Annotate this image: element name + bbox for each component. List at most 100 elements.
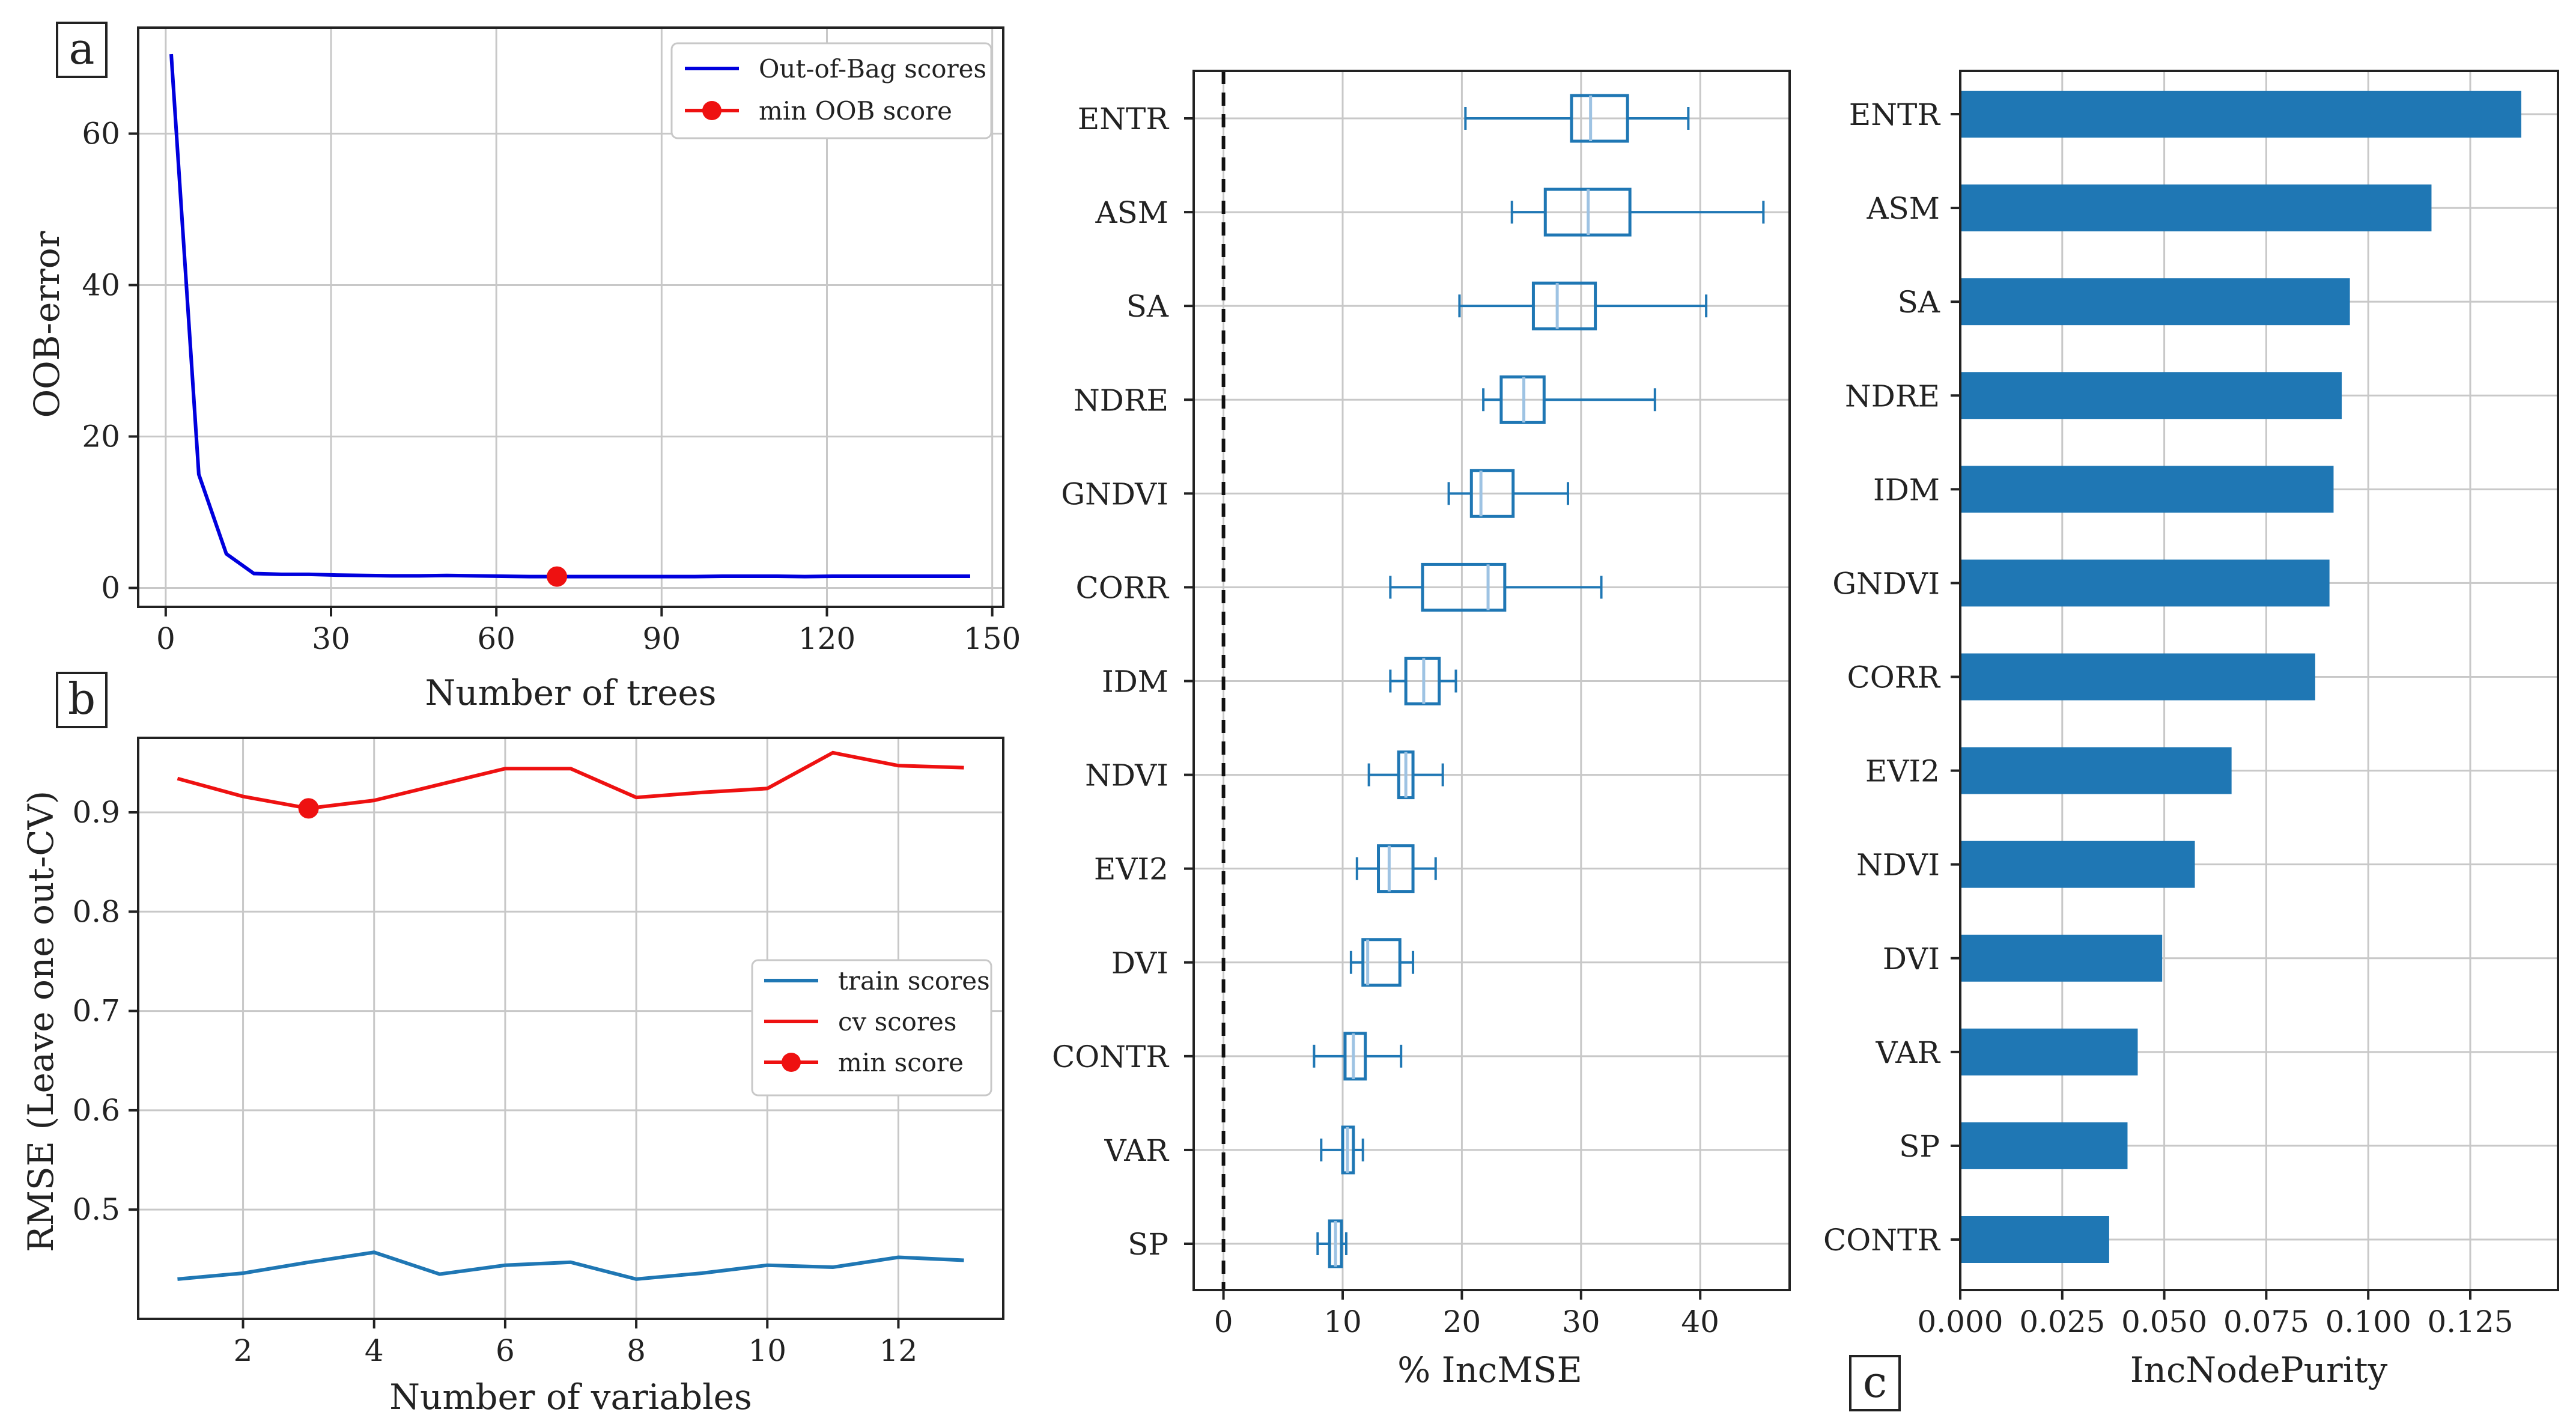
- incmse-box: [1469, 469, 1515, 518]
- panel-b-xtick-label: 10: [748, 1333, 786, 1368]
- panel-c-category-label: GNDVI: [1832, 566, 1940, 601]
- incnodepurity-bar: [1960, 653, 2315, 701]
- panel-a-legend: [670, 42, 992, 139]
- panel-b-frame: [137, 737, 1004, 1320]
- incmse-category-label: GNDVI: [1061, 476, 1168, 511]
- panel-b-ytick-label: 0.7: [72, 994, 120, 1029]
- panel-c-xtick-label: 0.025: [2019, 1304, 2105, 1339]
- panel-a-xtick-label: 0: [156, 621, 175, 656]
- panel-a-frame: [137, 26, 1004, 608]
- panel-b-xtick-label: 2: [234, 1333, 253, 1368]
- incnodepurity-bar: [1960, 184, 2432, 232]
- panel-b-ytick-label: 0.5: [72, 1192, 120, 1227]
- panel-c-category-label: VAR: [1876, 1035, 1941, 1070]
- incmse-category-label: DVI: [1111, 946, 1168, 981]
- incnodepurity-bars: [1960, 91, 2521, 1263]
- panel-c-category-label: ASM: [1866, 191, 1940, 226]
- incnodepurity-bar: [1960, 466, 2334, 513]
- incmse-box: [1421, 562, 1507, 612]
- incnodepurity-bar: [1960, 841, 2195, 888]
- panel-b-letter: b: [68, 674, 96, 724]
- incmse-xtick-label: 10: [1323, 1304, 1362, 1339]
- panel-a-letter-box: [56, 22, 108, 78]
- incnodepurity-bar: [1960, 1216, 2109, 1263]
- panel-c-category-label: EVI2: [1865, 754, 1940, 789]
- panel-c-category-label: IDM: [1873, 472, 1940, 507]
- incmse-category-label: CONTR: [1052, 1039, 1169, 1074]
- panel-c-category-label: SA: [1898, 285, 1940, 320]
- legend-min-score-label: min score: [838, 1048, 964, 1077]
- panel-a-xtick-label: 30: [312, 621, 350, 656]
- cv-scores-line: [177, 750, 964, 811]
- incmse-boxes: [1313, 94, 1765, 1268]
- panel-c-category-label: SP: [1899, 1129, 1940, 1164]
- panel-c-ticks: 0.000 0.025 0.050 0.075 0.100 0.125 ENTR ASM SA N…: [1823, 97, 2514, 1339]
- min-score-marker: [298, 798, 319, 819]
- panel-c-xlabel: IncNodePurity: [2130, 1349, 2388, 1390]
- incmse-box: [1343, 1032, 1367, 1081]
- panel-a-xtick-label: 60: [477, 621, 515, 656]
- incmse-xtick-label: 0: [1214, 1304, 1233, 1339]
- incmse-box: [1531, 281, 1597, 330]
- panel-c-xtick-label: 0.125: [2427, 1304, 2513, 1339]
- panel-b-ytick-label: 0.9: [72, 795, 120, 830]
- incmse-xtick-label: 20: [1443, 1304, 1481, 1339]
- incnodepurity-bar: [1960, 934, 2163, 982]
- incmse-category-label: ENTR: [1078, 102, 1170, 136]
- incmse-category-label: IDM: [1102, 665, 1168, 699]
- panel-b-grid: [138, 738, 1003, 1319]
- panel-a-ytick-label: 60: [82, 116, 120, 151]
- incnodepurity-bar: [1960, 372, 2342, 419]
- incmse-category-label: NDVI: [1085, 758, 1168, 793]
- incmse-category-label: ASM: [1095, 195, 1168, 230]
- panel-b-xlabel: Number of variables: [389, 1377, 752, 1417]
- panel-c-xtick-label: 0.000: [1917, 1304, 2003, 1339]
- incmse-category-label: VAR: [1104, 1133, 1170, 1168]
- train-scores-line: [177, 1250, 964, 1281]
- panel-a-xlabel: Number of trees: [425, 672, 717, 713]
- incnodepurity-bar: [1960, 747, 2232, 794]
- legend-train-label: train scores: [838, 966, 990, 996]
- incmse-category-label: EVI2: [1094, 852, 1168, 887]
- panel-a-ytick-label: 0: [101, 570, 120, 605]
- panel-b-xtick-label: 4: [365, 1333, 384, 1368]
- panel-c-category-label: ENTR: [1849, 97, 1941, 132]
- oob-scores-line: [169, 53, 970, 579]
- incmse-category-label: SA: [1126, 289, 1169, 324]
- panel-b-xtick-label: 12: [879, 1333, 918, 1368]
- panel-a-ytick-label: 20: [82, 419, 120, 454]
- panel-b-ytick-label: 0.8: [72, 894, 120, 929]
- incnodepurity-bar: [1960, 278, 2350, 326]
- incmse-box: [1570, 94, 1629, 143]
- incmse-category-label: SP: [1128, 1227, 1168, 1262]
- panel-c-category-label: CONTR: [1823, 1223, 1940, 1258]
- incmse-ticks: 0 10 20 30 40 ENTR ASM SA NDRE GNDVI CORR IDM NDVI EV…: [1052, 102, 1719, 1339]
- panel-c-category-label: NDVI: [1856, 848, 1940, 883]
- panel-a-xtick-label: 120: [798, 621, 855, 656]
- incmse-xtick-label: 40: [1681, 1304, 1719, 1339]
- panel-a-xtick-label: 150: [964, 621, 1021, 656]
- incnodepurity-bar: [1960, 1122, 2128, 1169]
- panel-b: 2 4 6 8 10 12 0.5 0.6 0.7 0.8 0.9 Number of variab…: [20, 672, 1004, 1417]
- incmse-box: [1377, 844, 1415, 893]
- incmse-box: [1361, 938, 1402, 987]
- panel-c-frame: [1959, 70, 2559, 1291]
- legend-oob-label: Out-of-Bag scores: [759, 54, 986, 84]
- panel-c-xtick-label: 0.075: [2223, 1304, 2309, 1339]
- incmse-xlabel: % IncMSE: [1397, 1349, 1582, 1390]
- incmse-grid: [1194, 71, 1790, 1290]
- panel-c-category-label: CORR: [1847, 660, 1940, 695]
- panel-incmse: 0 10 20 30 40 ENTR ASM SA NDRE GNDVI CORR IDM NDVI EV…: [1052, 70, 1791, 1390]
- panel-b-letter-box: [56, 672, 108, 728]
- panel-b-ticks: 2 4 6 8 10 12 0.5 0.6 0.7 0.8 0.9: [72, 795, 917, 1368]
- panel-b-ylabel: RMSE (Leave one out-CV): [20, 791, 61, 1252]
- panel-b-ytick-label: 0.6: [72, 1093, 120, 1128]
- panel-c: 0.000 0.025 0.050 0.075 0.100 0.125 ENTR ASM SA N…: [1823, 70, 2559, 1411]
- panel-a: 0 30 60 90 120 150 0 20 40 60 Number of trees OOB…: [26, 22, 1021, 713]
- legend-min-oob-label: min OOB score: [759, 96, 952, 126]
- panel-c-category-label: NDRE: [1845, 379, 1940, 413]
- incmse-category-label: NDRE: [1074, 383, 1168, 418]
- panel-a-ticks: 0 30 60 90 120 150 0 20 40 60: [82, 116, 1021, 656]
- panel-a-xtick-label: 90: [643, 621, 681, 656]
